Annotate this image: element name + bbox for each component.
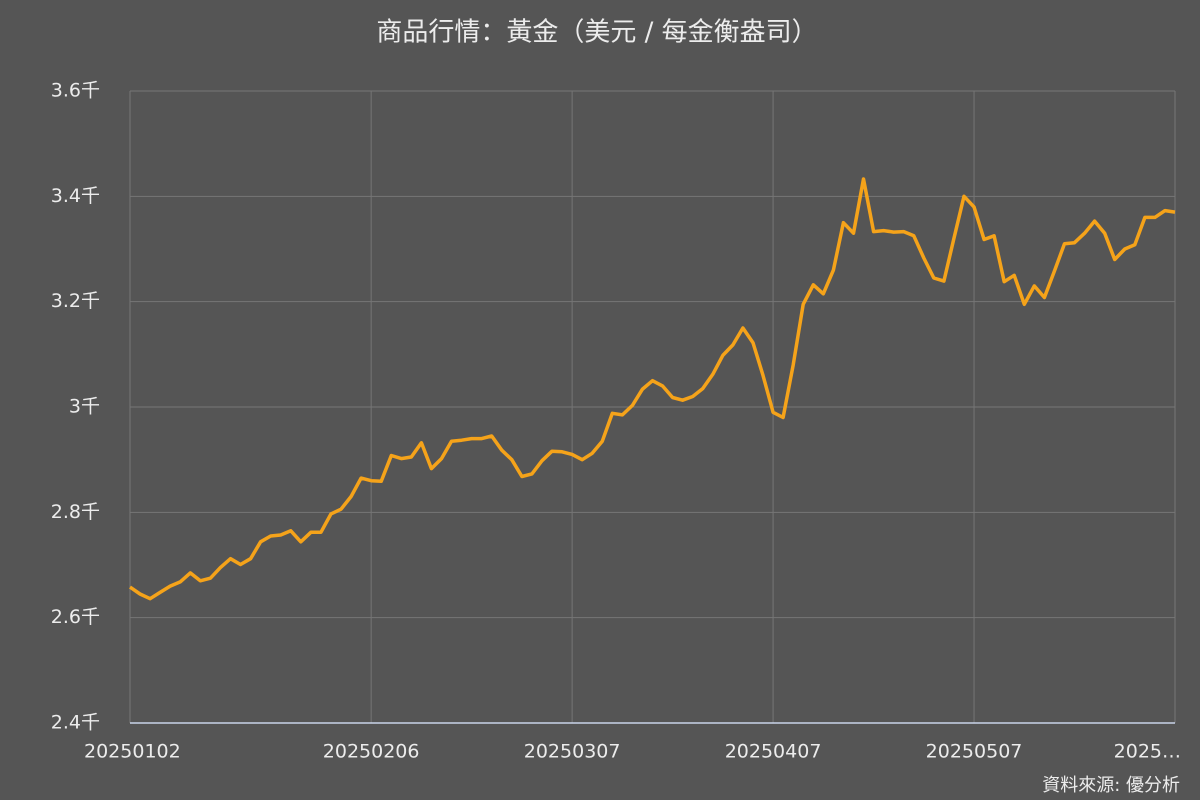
data-line [129,177,1176,601]
source-note: 資料來源: 優分析 [1042,775,1180,796]
x-tick-label: 20250206 [323,741,420,763]
y-tick-label: 2.6千 [51,606,100,628]
y-tick-label: 2.4千 [51,712,100,734]
x-tick-label: 20250407 [725,741,822,763]
y-tick-label: 3千 [69,396,100,418]
x-tick-label: 20250307 [524,741,621,763]
y-tick-label: 3.4千 [51,185,100,207]
x-tick-label: 20250507 [926,741,1023,763]
y-tick-label: 3.2千 [51,290,100,312]
chart-title: 商品行情：黃金（美元 / 每金衡盎司） [376,18,817,48]
x-tick-label: 2025… [1114,741,1181,763]
y-tick-label: 2.8千 [51,501,100,523]
x-tick-label: 20250102 [84,741,181,763]
y-tick-label: 3.6千 [51,80,100,102]
